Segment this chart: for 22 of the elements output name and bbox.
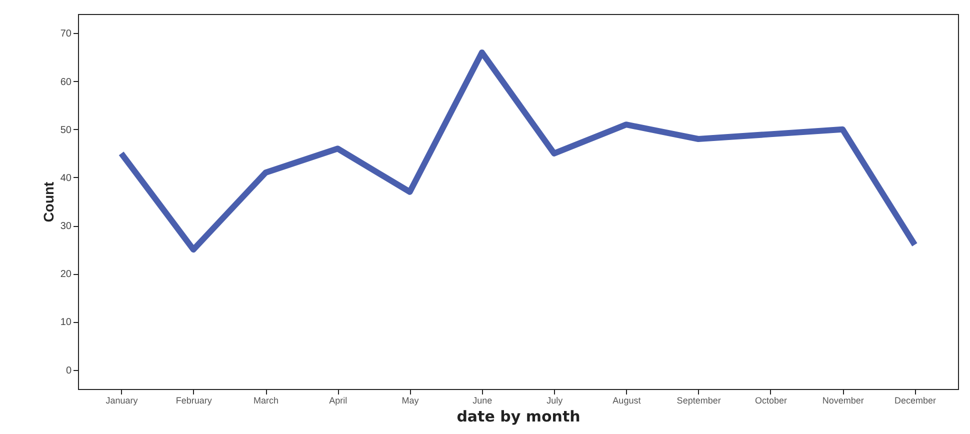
y-tick-label: 30: [60, 221, 72, 232]
x-axis-title: date by month: [456, 408, 580, 426]
x-tick-label: August: [612, 396, 642, 406]
y-tick-label: 70: [60, 28, 72, 40]
y-tick-label: 20: [60, 269, 72, 280]
y-tick-label: 0: [66, 365, 72, 376]
x-tick-label: April: [329, 396, 348, 406]
y-tick-label: 10: [60, 317, 72, 328]
y-tick-label: 60: [60, 76, 72, 88]
x-tick-label: June: [472, 396, 492, 406]
x-tick-label: May: [402, 396, 420, 406]
x-tick-label: December: [894, 396, 936, 406]
y-tick-label: 40: [60, 172, 72, 184]
x-tick-label: February: [176, 396, 212, 406]
x-tick-label: September: [676, 396, 721, 406]
x-tick-label: January: [106, 396, 138, 406]
y-axis-title: Count: [40, 181, 56, 222]
x-tick-label: March: [254, 396, 279, 406]
y-tick-label: 50: [60, 124, 72, 136]
x-tick-label: November: [822, 396, 864, 406]
x-tick-label: October: [754, 396, 787, 406]
x-tick-label: July: [546, 396, 564, 406]
